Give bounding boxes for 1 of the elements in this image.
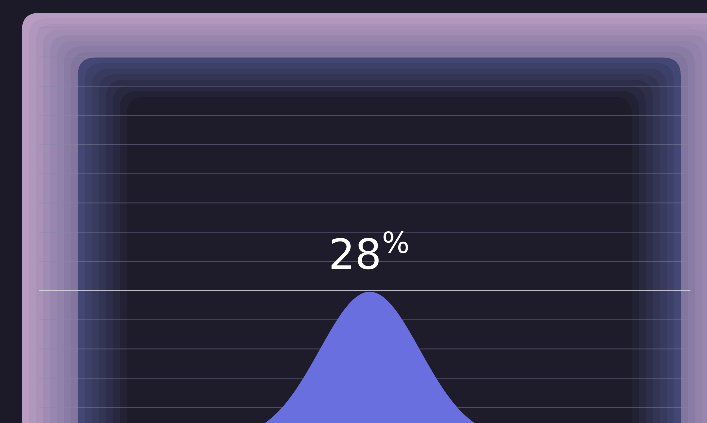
data-label: 28$^{%}$: [332, 231, 408, 270]
